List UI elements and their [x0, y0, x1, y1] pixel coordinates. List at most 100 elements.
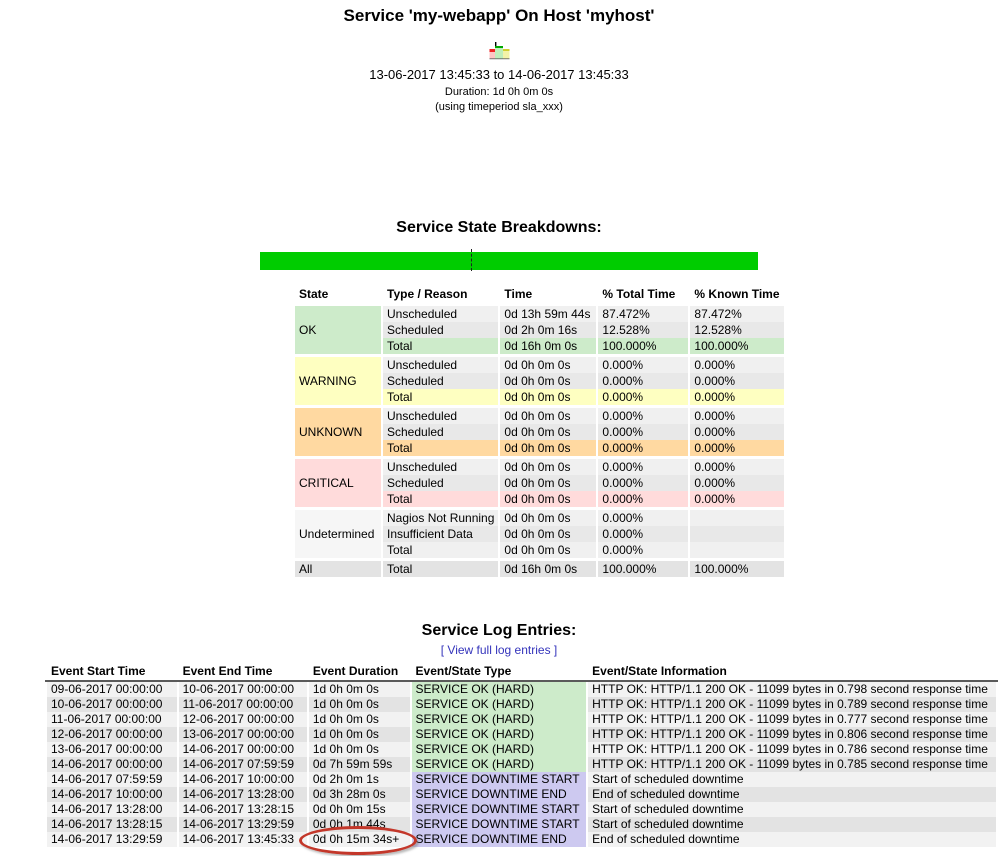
view-full-log-link[interactable]: [ View full log entries ]: [440, 643, 558, 657]
breakdown-cell-percent-known: 0.000%: [688, 424, 786, 440]
breakdown-cell-time: 0d 16h 0m 0s: [498, 338, 599, 357]
breakdown-cell-type-reason: Insufficient Data: [380, 526, 501, 542]
breakdown-cell-time: 0d 0h 0m 0s: [498, 542, 599, 561]
breakdown-cell-time: 0d 0h 0m 0s: [498, 526, 599, 542]
breakdown-cell-percent-total: 12.528%: [596, 322, 691, 338]
breakdown-header-time: Time: [498, 287, 599, 306]
breakdown-cell-type-reason: Total: [380, 542, 501, 561]
log-cell-start: 14-06-2017 13:28:15: [45, 817, 179, 832]
breakdown-header-known-time: % Known Time: [688, 287, 786, 306]
breakdown-row-unknown: Scheduled 0d 0h 0m 0s 0.000% 0.000%: [294, 424, 786, 440]
log-cell-duration: 0d 0h 0m 15s: [306, 802, 412, 817]
breakdown-row-unknown: UNKNOWN Unscheduled 0d 0h 0m 0s 0.000% 0.000…: [293, 405, 786, 458]
log-cell-info: Start of scheduled downtime: [586, 817, 998, 832]
breakdown-cell-time: 0d 0h 0m 0s: [498, 491, 599, 510]
breakdown-cell-time: 0d 0h 0m 0s: [498, 424, 599, 440]
breakdown-cell-percent-total: 0.000%: [596, 373, 691, 389]
breakdown-cell-percent-known: [688, 507, 786, 526]
log-cell-duration: 1d 0h 0m 0s: [306, 681, 412, 697]
log-cell-type: SERVICE DOWNTIME START: [409, 772, 589, 787]
breakdown-cell-percent-total: 0.000%: [596, 424, 691, 440]
breakdown-cell-time: 0d 13h 59m 44s: [498, 303, 599, 322]
breakdown-cell-time: 0d 0h 0m 0s: [498, 354, 599, 373]
breakdown-row-ok: Scheduled 0d 2h 0m 16s 12.528% 12.528%: [294, 322, 786, 338]
log-cell-type: SERVICE DOWNTIME START: [409, 802, 589, 817]
log-cell-start: 14-06-2017 10:00:00: [45, 787, 179, 802]
breakdown-row-ok: Total 0d 16h 0m 0s 100.000% 100.000%: [294, 338, 786, 357]
breakdown-row-undetermined: Undetermined Nagios Not Running 0d 0h 0m 0…: [293, 507, 786, 560]
breakdown-cell-type-reason: Total: [380, 558, 501, 580]
log-cell-duration: 0d 2h 0m 1s: [306, 772, 412, 787]
log-cell-info: End of scheduled downtime: [586, 787, 998, 802]
log-header-start: Event Start Time: [45, 664, 179, 682]
log-cell-type: SERVICE OK (HARD): [409, 697, 589, 712]
log-cell-info: HTTP OK: HTTP/1.1 200 OK - 11099 bytes i…: [586, 712, 998, 727]
log-cell-start: 14-06-2017 13:28:00: [45, 802, 179, 817]
log-cell-info: Start of scheduled downtime: [586, 802, 998, 817]
log-row: 09-06-2017 00:00:00 10-06-2017 00:00:00 1d…: [45, 681, 998, 697]
log-cell-duration: 0d 7h 59m 59s: [306, 757, 412, 772]
log-row: 12-06-2017 00:00:00 13-06-2017 00:00:00 1d…: [45, 727, 998, 742]
log-cell-info: HTTP OK: HTTP/1.1 200 OK - 11099 bytes i…: [586, 727, 998, 742]
log-cell-info: Start of scheduled downtime: [586, 772, 998, 787]
log-cell-start: 14-06-2017 13:29:59: [45, 832, 179, 847]
breakdown-cell-percent-total: 0.000%: [596, 389, 691, 408]
log-row: 14-06-2017 10:00:00 14-06-2017 13:28:00 0d…: [45, 787, 998, 802]
log-cell-info: HTTP OK: HTTP/1.1 200 OK - 11099 bytes i…: [586, 757, 998, 772]
breakdown-cell-percent-total: 100.000%: [596, 558, 691, 580]
breakdown-cell-percent-total: 0.000%: [596, 354, 691, 373]
breakdown-cell-percent-known: 12.528%: [688, 322, 786, 338]
breakdown-cell-percent-known: 0.000%: [688, 491, 786, 510]
trends-mini-chart-icon[interactable]: [489, 42, 510, 60]
breakdown-header-type-reason: Type / Reason: [380, 287, 501, 306]
log-cell-end: 11-06-2017 00:00:00: [176, 697, 309, 712]
page-title: Service 'my-webapp' On Host 'myhost': [343, 6, 655, 25]
breakdown-cell-time: 0d 0h 0m 0s: [498, 507, 599, 526]
breakdown-header-row: State Type / Reason Time % Total Time % …: [293, 287, 786, 306]
breakdown-cell-time: 0d 0h 0m 0s: [498, 389, 599, 408]
log-cell-end: 12-06-2017 00:00:00: [176, 712, 309, 727]
log-row: 11-06-2017 00:00:00 12-06-2017 00:00:00 1d…: [45, 712, 998, 727]
log-cell-end: 14-06-2017 13:29:59: [176, 817, 309, 832]
breakdown-cell-type-reason: Scheduled: [380, 424, 501, 440]
breakdown-cell-percent-known: 0.000%: [688, 440, 786, 459]
breakdown-cell-percent-total: 100.000%: [596, 338, 691, 357]
log-row: 14-06-2017 13:28:15 14-06-2017 13:29:59 0d…: [45, 817, 998, 832]
report-duration: Duration: 1d 0h 0m 0s: [444, 86, 554, 98]
breakdown-heading: Service State Breakdowns:: [396, 219, 602, 236]
log-cell-type: SERVICE OK (HARD): [409, 742, 589, 757]
log-cell-start: 14-06-2017 07:59:59: [45, 772, 179, 787]
log-cell-info: HTTP OK: HTTP/1.1 200 OK - 11099 bytes i…: [586, 742, 998, 757]
log-header-duration: Event Duration: [306, 664, 412, 682]
state-cell-all: All: [293, 558, 383, 580]
breakdown-row-all: All Total 0d 16h 0m 0s 100.000% 100.000%: [293, 558, 786, 580]
log-row: 14-06-2017 07:59:59 14-06-2017 10:00:00 0d…: [45, 772, 998, 787]
breakdown-cell-type-reason: Total: [380, 440, 501, 459]
breakdown-cell-percent-total: 0.000%: [596, 456, 691, 475]
log-cell-duration: 1d 0h 0m 0s: [306, 712, 412, 727]
breakdown-cell-percent-total: 0.000%: [596, 405, 691, 424]
log-cell-end: 14-06-2017 07:59:59: [176, 757, 309, 772]
log-header-end: Event End Time: [176, 664, 309, 682]
log-cell-info: HTTP OK: HTTP/1.1 200 OK - 11099 bytes i…: [586, 697, 998, 712]
log-cell-end: 14-06-2017 13:28:00: [176, 787, 309, 802]
breakdown-cell-type-reason: Total: [380, 389, 501, 408]
log-cell-duration: 1d 0h 0m 0s: [306, 727, 412, 742]
breakdown-cell-percent-total: 0.000%: [596, 542, 691, 561]
breakdown-cell-percent-known: [688, 526, 786, 542]
breakdown-cell-percent-known: 100.000%: [688, 558, 786, 580]
log-header-info: Event/State Information: [586, 664, 998, 682]
availability-report-page: { "header": { "title": "Service 'my-weba…: [0, 6, 998, 856]
state-cell-ok: OK: [293, 303, 383, 356]
breakdown-cell-type-reason: Scheduled: [380, 322, 501, 338]
breakdown-cell-percent-known: 0.000%: [688, 456, 786, 475]
breakdown-cell-percent-known: 0.000%: [688, 354, 786, 373]
log-entries-heading: Service Log Entries:: [421, 622, 577, 639]
breakdown-cell-time: 0d 0h 0m 0s: [498, 373, 599, 389]
log-cell-duration: 0d 0h 1m 44s: [306, 817, 412, 832]
breakdown-cell-percent-total: 0.000%: [596, 440, 691, 459]
state-breakdown-table: State Type / Reason Time % Total Time % …: [293, 287, 786, 580]
state-cell-unknown: UNKNOWN: [293, 405, 383, 458]
log-header-row: Event Start Time Event End Time Event Du…: [45, 664, 998, 682]
breakdown-cell-type-reason: Total: [380, 338, 501, 357]
